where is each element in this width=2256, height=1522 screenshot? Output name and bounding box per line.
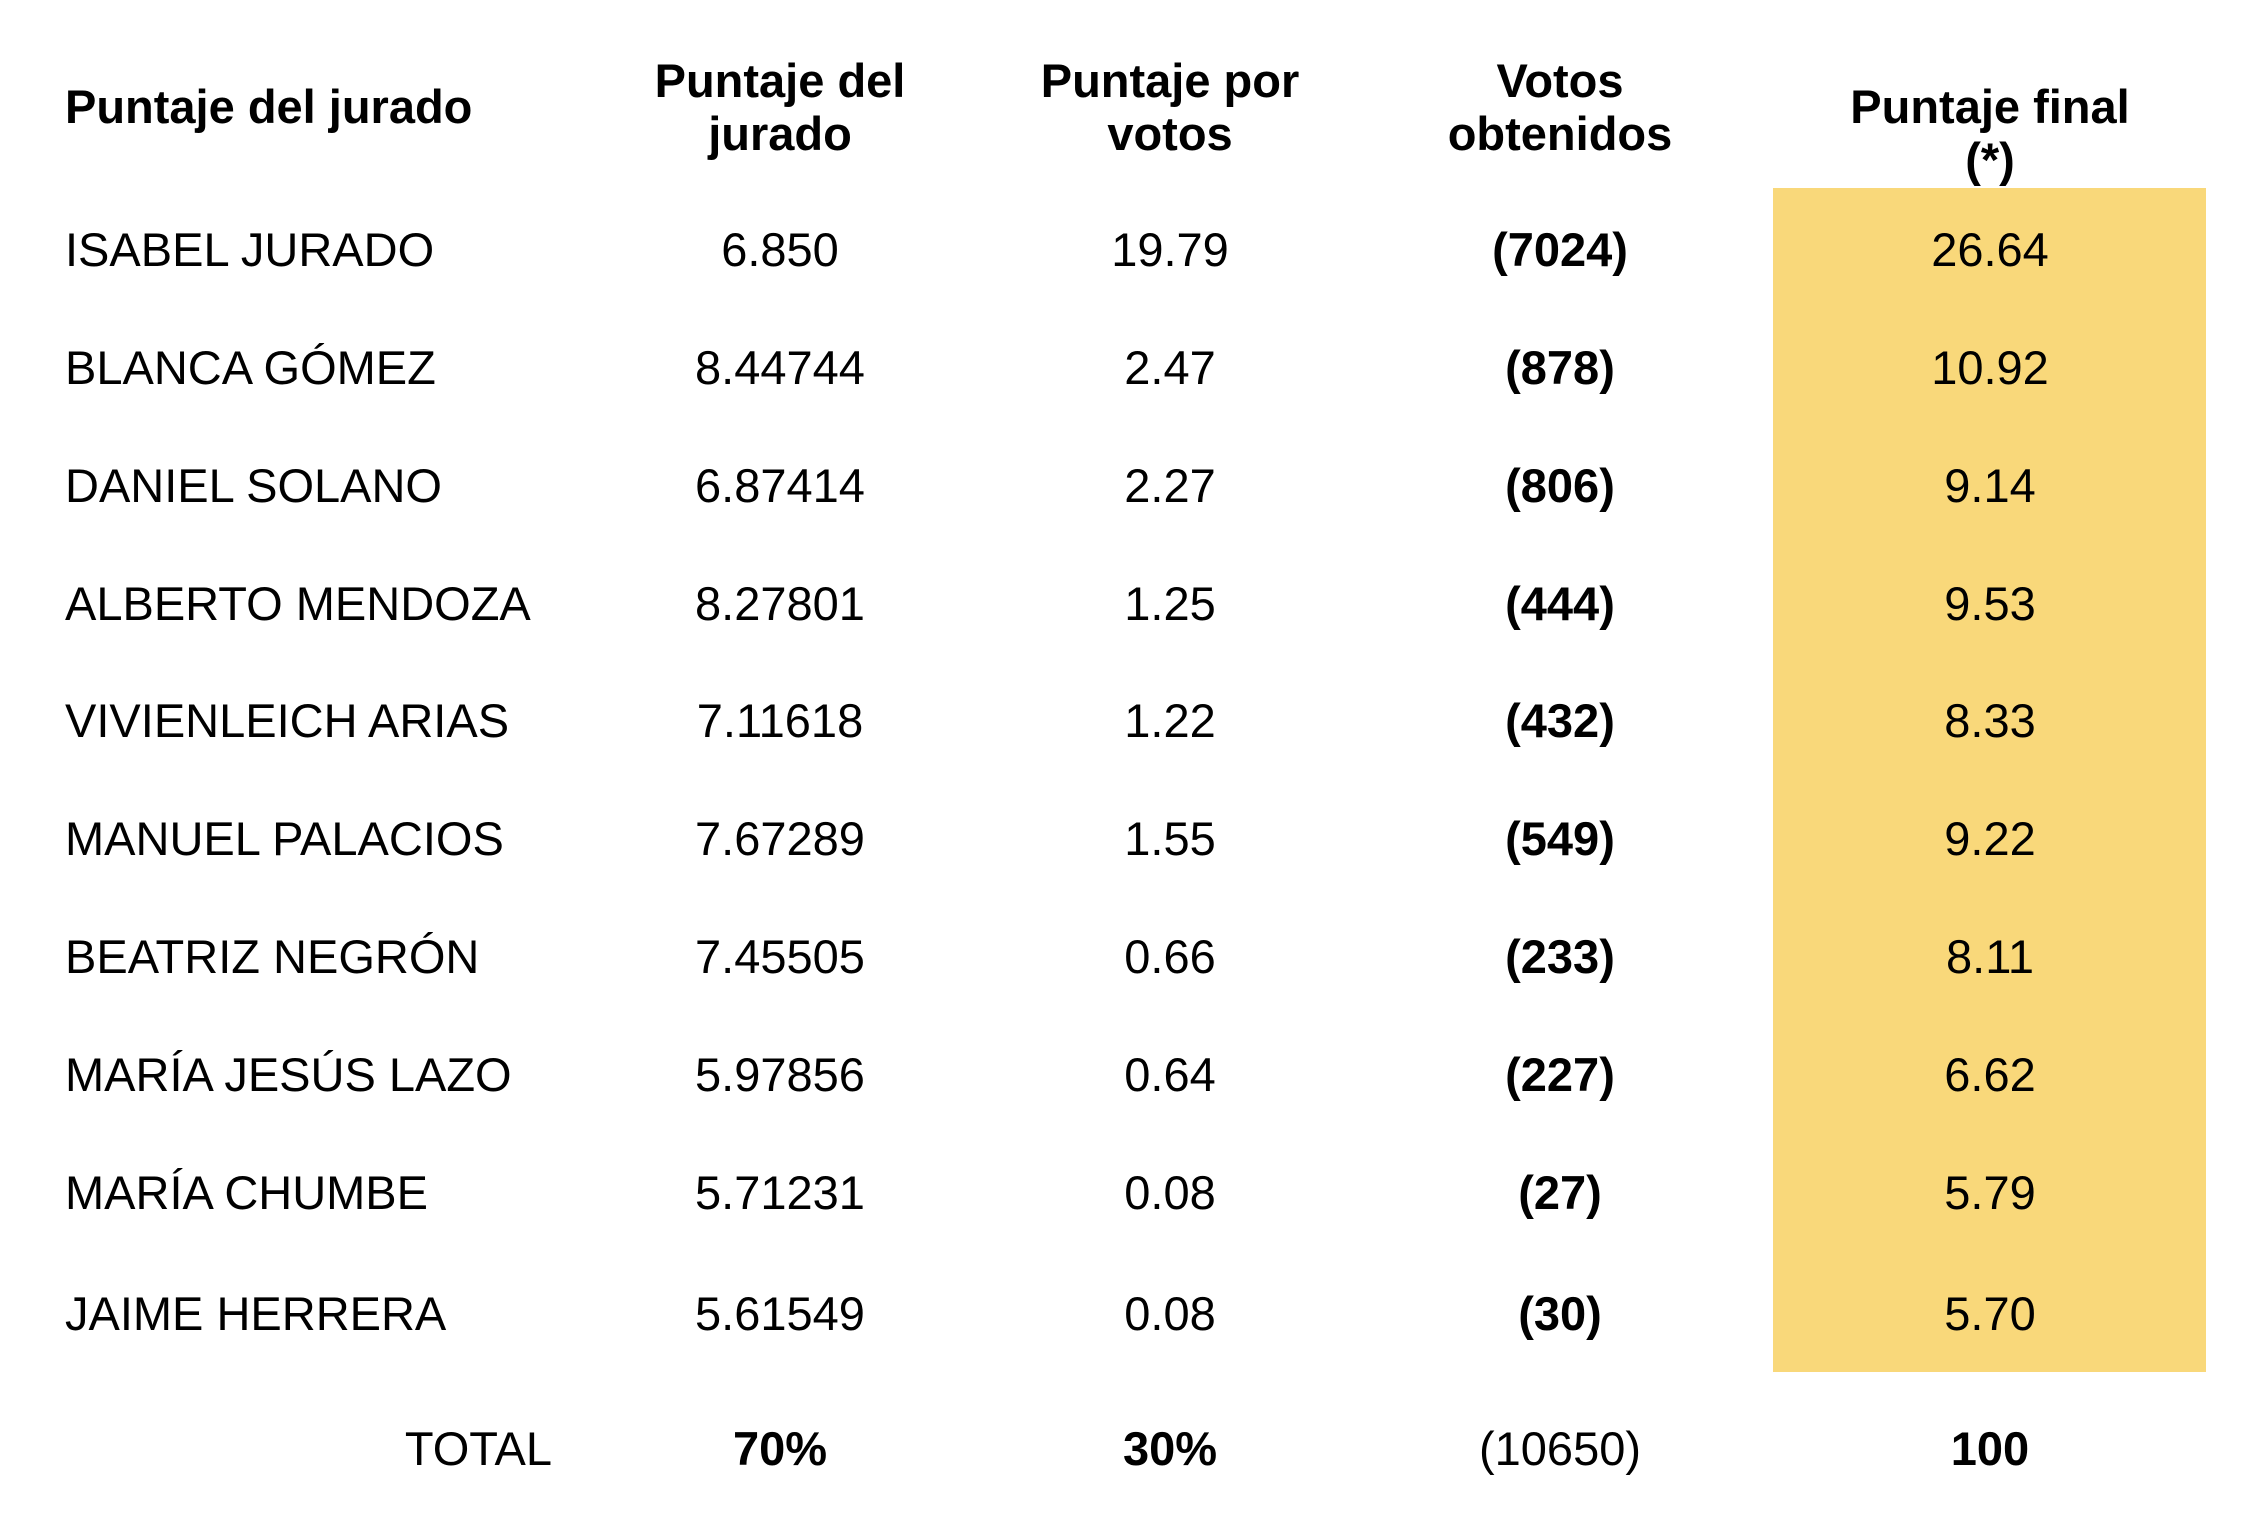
row-final-score: 8.11 — [1946, 930, 2034, 983]
row-votes-obtained: (878) — [1505, 341, 1615, 394]
header-name-label: Puntaje del jurado — [65, 80, 473, 133]
header-final-score: Puntaje final (*) — [1820, 80, 2160, 186]
row-name: ISABEL JURADO — [65, 223, 435, 276]
row-votes-obtained: (806) — [1505, 459, 1615, 512]
row-name: BLANCA GÓMEZ — [65, 341, 436, 394]
row-votes-score: 0.08 — [1124, 1166, 1216, 1219]
row-jury-score: 6.850 — [721, 223, 839, 276]
row-votes-score: 2.47 — [1124, 341, 1216, 394]
row-name: BEATRIZ NEGRÓN — [65, 930, 480, 983]
header-votes-obtained-line1: Votos — [1496, 54, 1624, 107]
row-name: MANUEL PALACIOS — [65, 812, 504, 865]
row-votes-obtained: (27) — [1518, 1166, 1602, 1219]
header-name-column: Puntaje del jurado — [65, 80, 472, 133]
row-name: MARÍA CHUMBE — [65, 1166, 428, 1219]
row-jury-score: 8.27801 — [695, 577, 865, 630]
row-votes-score: 2.27 — [1124, 459, 1216, 512]
row-final-score: 26.64 — [1931, 223, 2049, 276]
header-votes-obtained-line2: obtenidos — [1447, 107, 1673, 160]
row-final-score: 10.92 — [1931, 341, 2049, 394]
row-name: MARÍA JESÚS LAZO — [65, 1048, 512, 1101]
row-name: ALBERTO MENDOZA — [65, 577, 531, 630]
row-jury-score: 5.71231 — [695, 1166, 865, 1219]
header-votes-obtained: Votos obtenidos — [1400, 54, 1720, 160]
row-jury-score: 5.97856 — [695, 1048, 865, 1101]
row-name: DANIEL SOLANO — [65, 459, 442, 512]
row-name: VIVIENLEICH ARIAS — [65, 694, 510, 747]
row-votes-score: 1.55 — [1124, 812, 1216, 865]
header-votes-score-line2: votos — [1107, 107, 1233, 160]
header-jury-score: Puntaje del jurado — [620, 54, 940, 160]
row-final-score: 6.62 — [1944, 1048, 2036, 1101]
row-votes-obtained: (7024) — [1492, 223, 1628, 276]
row-jury-score: 7.45505 — [695, 930, 865, 983]
header-votes-score: Puntaje por votos — [1010, 54, 1330, 160]
row-jury-score: 8.44744 — [695, 341, 865, 394]
row-jury-score: 7.11618 — [696, 694, 864, 747]
row-final-score: 5.70 — [1944, 1287, 2036, 1340]
total-jury-score: 70% — [732, 1422, 828, 1475]
row-votes-obtained: (432) — [1505, 694, 1615, 747]
row-votes-score: 0.08 — [1124, 1287, 1216, 1340]
header-votes-score-line1: Puntaje por — [1040, 54, 1300, 107]
total-label: TOTAL — [404, 1422, 552, 1475]
row-final-score: 8.33 — [1944, 694, 2036, 747]
row-final-score: 5.79 — [1944, 1166, 2036, 1219]
row-jury-score: 5.61549 — [695, 1287, 865, 1340]
row-votes-score: 1.22 — [1124, 694, 1216, 747]
row-votes-score: 0.64 — [1124, 1048, 1216, 1101]
header-jury-score-line1: Puntaje del — [654, 54, 906, 107]
row-jury-score: 6.87414 — [695, 459, 865, 512]
row-votes-score: 19.79 — [1111, 223, 1229, 276]
row-final-score: 9.53 — [1944, 577, 2036, 630]
row-final-score: 9.22 — [1944, 812, 2036, 865]
row-name: JAIME HERRERA — [65, 1287, 447, 1340]
total-votes-obtained: (10650) — [1479, 1422, 1641, 1475]
total-final-score: 100 — [1950, 1422, 2030, 1475]
row-final-score: 9.14 — [1944, 459, 2036, 512]
header-final-score-label: Puntaje final (*) — [1850, 80, 2130, 186]
header-jury-score-line2: jurado — [708, 107, 852, 160]
row-votes-obtained: (549) — [1505, 812, 1615, 865]
row-votes-obtained: (30) — [1518, 1287, 1602, 1340]
total-votes-score: 30% — [1122, 1422, 1218, 1475]
row-votes-obtained: (444) — [1505, 577, 1615, 630]
row-votes-obtained: (227) — [1505, 1048, 1615, 1101]
row-votes-score: 1.25 — [1124, 577, 1216, 630]
row-votes-score: 0.66 — [1124, 930, 1216, 983]
final-score-highlight — [1773, 188, 2206, 1372]
row-jury-score: 7.67289 — [695, 812, 865, 865]
row-votes-obtained: (233) — [1505, 930, 1615, 983]
